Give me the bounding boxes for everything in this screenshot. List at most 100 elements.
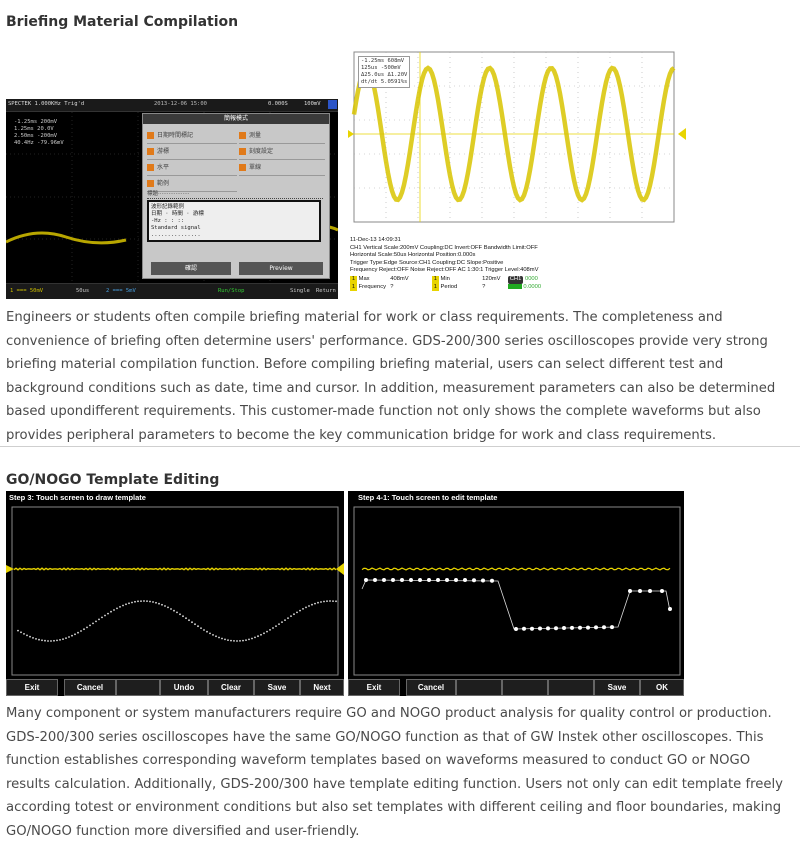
cancel-button[interactable]: Cancel	[406, 679, 456, 696]
edit-point[interactable]	[445, 578, 449, 582]
template-point	[308, 605, 310, 607]
empty-button-1[interactable]	[456, 679, 502, 696]
option-scale[interactable]: 刻度設定	[239, 144, 325, 160]
return-button[interactable]: Return	[316, 288, 336, 294]
template-point	[221, 637, 223, 640]
option-measure[interactable]: 測量	[239, 128, 325, 144]
edit-point[interactable]	[373, 578, 377, 582]
option-level[interactable]: 水平	[147, 160, 237, 176]
edit-point[interactable]	[554, 626, 558, 631]
edit-point[interactable]	[660, 589, 664, 593]
template-point	[149, 600, 151, 603]
template-point	[74, 633, 76, 636]
template-point	[26, 634, 28, 637]
undo-button[interactable]: Undo	[160, 679, 208, 696]
template-point	[335, 600, 337, 603]
edit-point[interactable]	[418, 578, 422, 582]
empty-button[interactable]	[116, 679, 160, 696]
briefing-dialog-screenshot: SPECTEK 1.000KHz Trig'd 2013-12-06 15:00…	[6, 99, 338, 299]
clear-button[interactable]: Clear	[208, 679, 254, 696]
save-button[interactable]: Save	[594, 679, 640, 696]
template-point	[167, 606, 169, 609]
ch1-scale[interactable]: 1 === 50mV	[10, 288, 44, 294]
edit-point[interactable]	[648, 589, 652, 593]
edit-point[interactable]	[472, 578, 476, 583]
edit-point[interactable]	[400, 578, 404, 582]
edit-point[interactable]	[382, 578, 386, 582]
status-time: 0.000S	[268, 101, 288, 107]
edit-point[interactable]	[436, 578, 440, 582]
template-point	[155, 601, 157, 604]
option-horizontal[interactable]: 游標	[147, 144, 237, 160]
edit-point[interactable]	[570, 625, 574, 630]
template-point	[86, 626, 88, 629]
edit-point[interactable]	[638, 589, 642, 593]
edit-point[interactable]	[602, 625, 606, 630]
gonogo-paragraph: Many component or system manufacturers r…	[6, 706, 783, 839]
template-point	[170, 608, 172, 610]
single-button[interactable]: Single	[290, 288, 310, 294]
edit-point[interactable]	[546, 626, 550, 631]
edit-point[interactable]	[578, 625, 582, 630]
edit-point[interactable]	[586, 625, 590, 630]
empty-button-2[interactable]	[502, 679, 548, 696]
exit-button[interactable]: Exit	[6, 679, 58, 696]
exit-button[interactable]: Exit	[348, 679, 400, 696]
template-point	[62, 638, 64, 640]
template-point	[206, 630, 208, 633]
edit-point[interactable]	[463, 578, 467, 582]
template-point	[47, 640, 49, 642]
edit-point[interactable]	[628, 589, 632, 593]
edit-point[interactable]	[481, 578, 485, 583]
edit-point[interactable]	[522, 626, 526, 631]
section-divider	[0, 446, 800, 447]
template-point	[107, 612, 109, 615]
option-date-time[interactable]: 日期時間標記	[147, 128, 237, 144]
edit-point[interactable]	[530, 626, 534, 631]
cancel-button[interactable]: Cancel	[64, 679, 116, 696]
edit-point[interactable]	[391, 578, 395, 582]
run-stop-button[interactable]: Run/Stop	[218, 288, 245, 294]
status-volt: 100mV	[304, 101, 321, 107]
template-point	[233, 640, 235, 642]
save-button[interactable]: Save	[254, 679, 300, 696]
template-point	[209, 632, 211, 635]
edit-point[interactable]	[427, 578, 431, 582]
option-single[interactable]: 單線	[239, 160, 325, 176]
template-point	[296, 611, 298, 614]
empty-button-3[interactable]	[548, 679, 594, 696]
edit-point[interactable]	[538, 626, 542, 631]
template-point	[41, 639, 43, 642]
template-point	[77, 631, 79, 634]
template-point	[332, 600, 334, 602]
template-point	[239, 640, 241, 642]
template-point	[20, 631, 22, 634]
edit-point[interactable]	[364, 578, 368, 582]
template-point	[137, 600, 139, 603]
edit-point[interactable]	[668, 607, 672, 611]
title-input[interactable]: 標題··················	[147, 190, 323, 199]
cursor-readout: -1.25ms 200mV 1.25ms 20.0V 2.50ms -200mV…	[14, 119, 64, 146]
template-point	[140, 600, 142, 602]
template-point	[248, 638, 250, 641]
option-example[interactable]: 範例	[147, 176, 237, 192]
back-button[interactable]: 確認	[151, 262, 231, 275]
preview-button[interactable]: Preview	[239, 262, 323, 275]
template-point	[17, 629, 19, 632]
edit-point[interactable]	[514, 627, 518, 631]
template-point	[194, 623, 196, 626]
section-title-briefing: Briefing Material Compilation	[6, 14, 239, 30]
edit-point[interactable]	[594, 625, 598, 630]
edit-point[interactable]	[562, 626, 566, 630]
template-point	[95, 620, 97, 623]
edit-point[interactable]	[610, 625, 614, 630]
edit-point[interactable]	[409, 578, 413, 582]
time-scale[interactable]: 50us	[76, 288, 90, 294]
next-button[interactable]: Next	[300, 679, 344, 696]
edit-point[interactable]	[454, 578, 458, 582]
template-point	[329, 600, 331, 602]
ok-button[interactable]: OK	[640, 679, 684, 696]
template-point	[299, 609, 301, 612]
edit-point[interactable]	[490, 578, 494, 583]
ch2-scale[interactable]: 2 === 5mV	[106, 288, 136, 294]
